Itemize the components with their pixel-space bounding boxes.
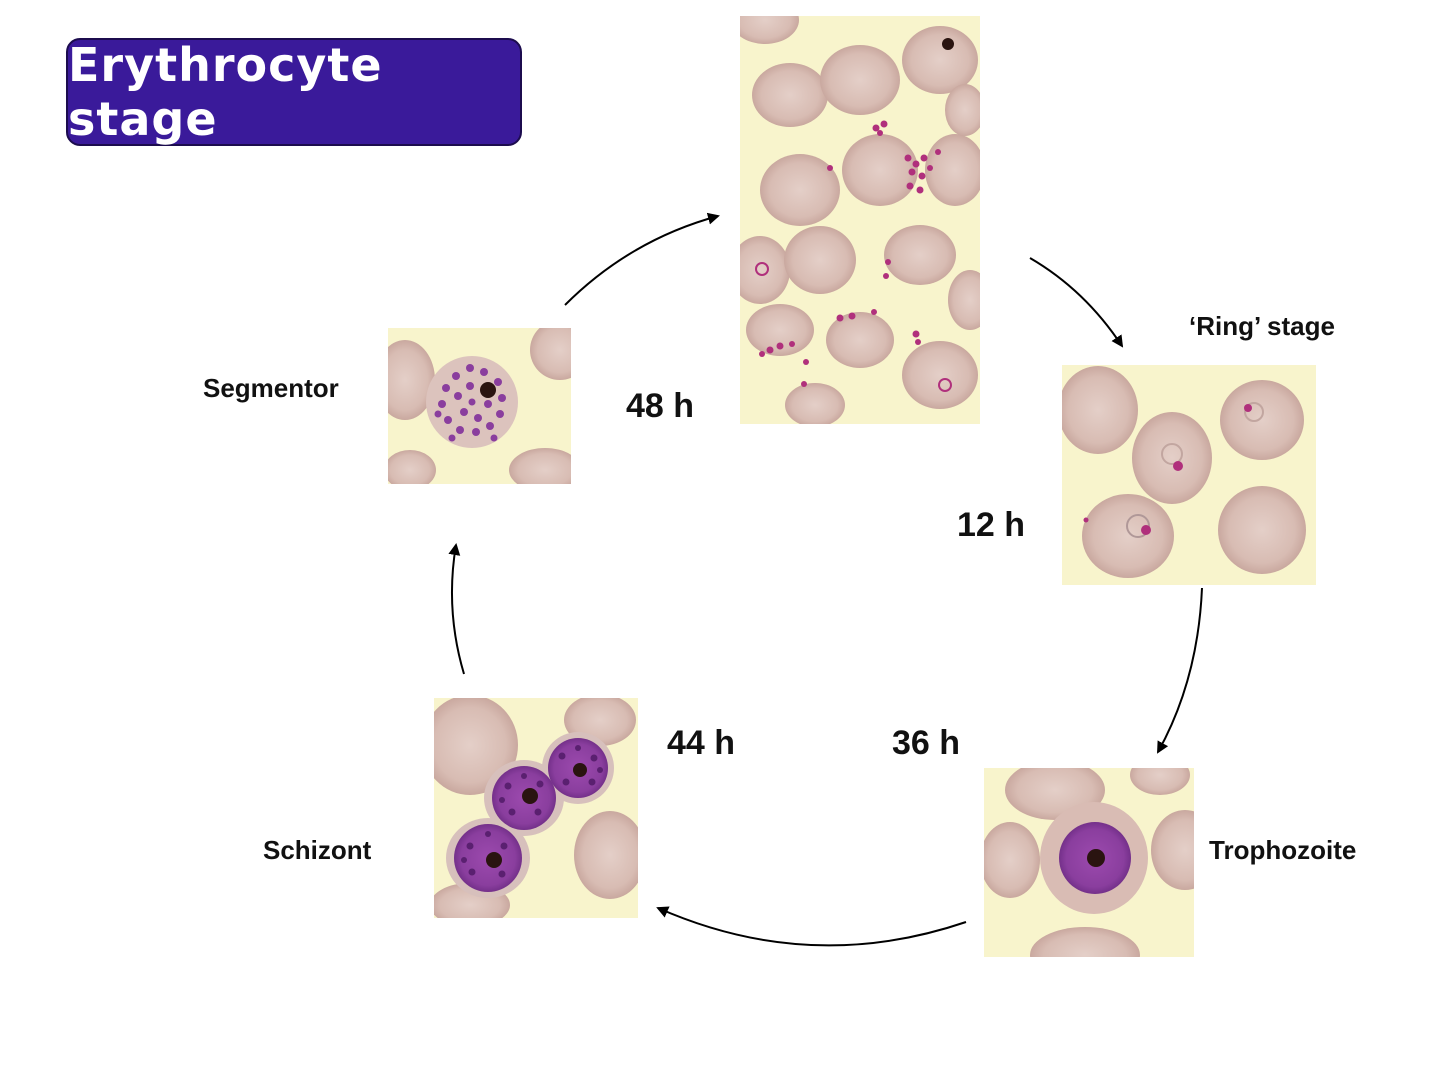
- time-12h: 12 h: [957, 506, 1026, 544]
- label-trophozoite: Trophozoite: [1209, 835, 1357, 865]
- time-44h: 44 h: [667, 724, 736, 762]
- arrow-icon: [448, 543, 465, 675]
- title-box: Erythrocyte stage: [66, 38, 522, 146]
- arrow-icon: [1157, 587, 1203, 754]
- arrow-icon: [564, 212, 720, 306]
- arrow-icon: [656, 906, 967, 947]
- label-segmentor: Segmentor: [203, 373, 339, 403]
- schizont-image: [434, 698, 638, 918]
- arrow-icon: [1029, 257, 1124, 348]
- ring-stage-image: [1062, 365, 1316, 585]
- time-48h: 48 h: [626, 387, 695, 425]
- label-schizont: Schizont: [263, 835, 372, 865]
- blood-smear-image: [740, 16, 980, 424]
- segmentor-image: [388, 328, 571, 484]
- time-36h: 36 h: [892, 724, 961, 762]
- trophozoite-image: [984, 768, 1194, 957]
- diagram-title: Erythrocyte stage: [68, 38, 383, 146]
- label-ring-stage: ‘Ring’ stage: [1189, 311, 1335, 341]
